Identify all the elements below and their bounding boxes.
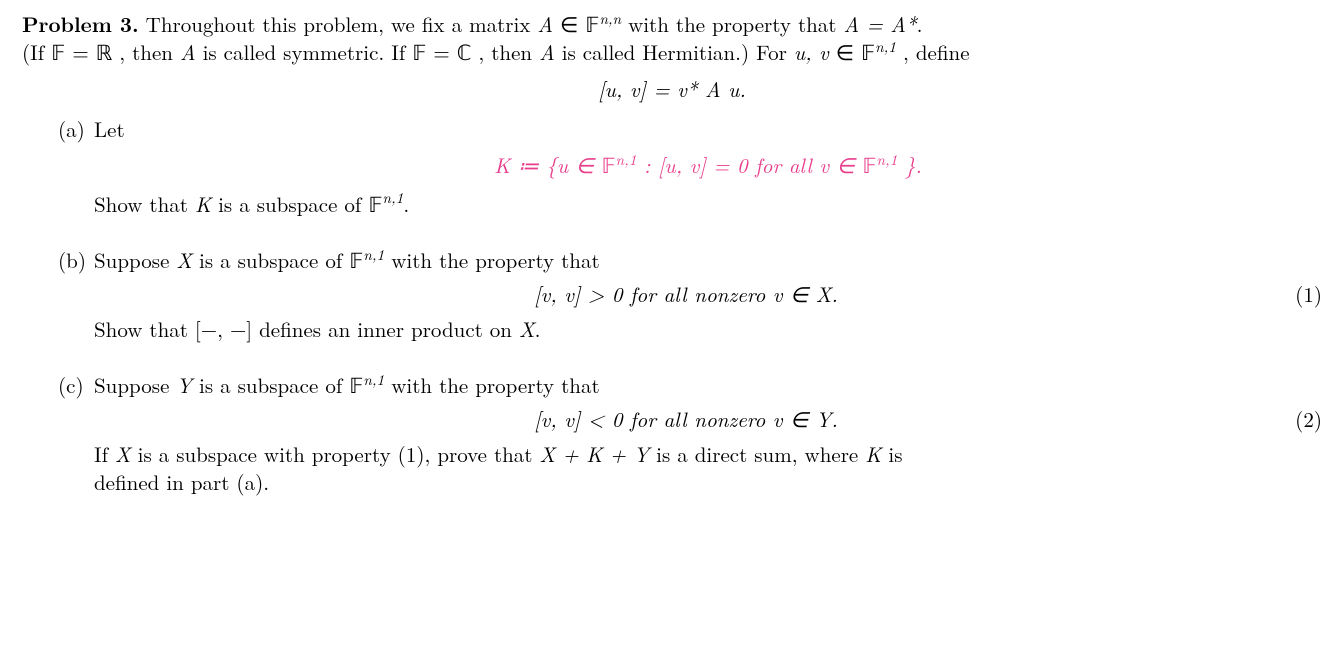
part-a-body: Let K {u n,1 : [u, v] = 0 for all v n,1 … [94, 115, 1322, 218]
matrix-A-2: A [180, 37, 196, 67]
equation-number-2: (2) [1278, 405, 1322, 433]
part-c: (c) Suppose Y is a subspace of n,1 with … [22, 371, 1322, 496]
parts-list: (a) Let K {u n,1 : [u, v] = 0 for all v … [22, 115, 1322, 496]
part-b-l1a: Suppose [94, 245, 176, 275]
part-c-l3: defined in part (a). [94, 467, 269, 497]
field-F-nn: n,n [585, 9, 621, 39]
part-b-label: (b) [22, 246, 94, 274]
field-F-1 [51, 37, 65, 67]
part-b-condition: [v, v] > 0 for all nonzero v X. (1) [94, 280, 1322, 308]
X-symbol-c: X [115, 439, 131, 469]
part-b-l2a: Show that [ [94, 314, 201, 344]
definition-formula: [u, v] = v* A u. [22, 75, 1322, 103]
field-R [96, 37, 113, 67]
part-b-l1c: with the property that [391, 245, 599, 275]
in-symbol [560, 9, 585, 39]
part-c-l2a: If [94, 439, 115, 469]
part-b-l2d: . [535, 314, 541, 344]
part-a: (a) Let K {u n,1 : [u, v] = 0 for all v … [22, 115, 1322, 218]
problem-intro: Problem 3. Throughout this problem, we f… [22, 10, 1322, 103]
part-c-l2c: is a direct sum, where [656, 439, 865, 469]
part-b-l1b: is a subspace of [199, 245, 349, 275]
sum-XKY: X + K + Y [539, 439, 649, 469]
part-b-l2b: , [217, 314, 230, 344]
part-c-l2d: is [888, 439, 902, 469]
K-symbol: K [195, 189, 211, 219]
part-b-l2c: ] defines an inner product on [246, 314, 519, 344]
equals-2: = [433, 37, 456, 67]
part-c-line1: Suppose Y is a subspace of n,1 with the … [94, 371, 1322, 399]
part-a-definition: K {u n,1 : [u, v] = 0 for all v n,1 }. [94, 151, 1322, 179]
part-b-eq: [v, v] > 0 for all nonzero v X. [94, 280, 1278, 308]
field-C [457, 37, 472, 67]
period-a: . [403, 189, 409, 219]
K-symbol-c: K [865, 439, 881, 469]
equation-number-1: (1) [1278, 280, 1322, 308]
part-c-body: Suppose Y is a subspace of n,1 with the … [94, 371, 1322, 496]
field-F-2 [412, 37, 426, 67]
intro-paragraph: Problem 3. Throughout this problem, we f… [22, 10, 1322, 67]
part-c-condition: [v, v] < 0 for all nonzero v Y. (2) [94, 405, 1322, 433]
problem-label: Problem 3. [22, 9, 139, 39]
part-c-eq: [v, v] < 0 for all nonzero v Y. [94, 405, 1278, 433]
part-a-conclude-a: Show that [94, 189, 195, 219]
period-1: . [917, 9, 923, 39]
part-c-l1b: is a subspace of [199, 370, 349, 400]
F-n1-c: n,1 [349, 370, 384, 400]
X-symbol-2: X [519, 314, 535, 344]
intro-text-2d: , then [478, 37, 539, 67]
part-b-line2: Show that [, ] defines an inner product … [94, 315, 1322, 343]
matrix-A-3: A [539, 37, 555, 67]
matrix-A: A [537, 9, 553, 39]
in-symbol-2 [836, 37, 861, 67]
intro-text-2a: (If [22, 37, 51, 67]
part-b-line1: Suppose X is a subspace of n,1 with the … [94, 246, 1322, 274]
part-a-lead: Let [94, 115, 1322, 143]
problem-page: Problem 3. Throughout this problem, we f… [0, 0, 1344, 496]
part-c-label: (c) [22, 371, 94, 399]
part-a-conclude-b: is a subspace of [218, 189, 368, 219]
intro-text-2b: , then [119, 37, 180, 67]
uv-names: u, v [794, 37, 829, 67]
intro-text-1a: Throughout this problem, we fix a matrix [146, 9, 538, 39]
intro-text-2c: is called symmetric. If [203, 37, 413, 67]
part-c-l1a: Suppose [94, 370, 176, 400]
A-eq-Astar: A = A* [843, 9, 916, 39]
equals-1: = [72, 37, 95, 67]
F-n1-a: n,1 [368, 189, 403, 219]
K-definition-highlight: K {u n,1 : [u, v] = 0 for all v n,1 }. [494, 150, 922, 180]
part-b-body: Suppose X is a subspace of n,1 with the … [94, 246, 1322, 343]
Y-symbol: Y [176, 370, 192, 400]
F-n1-b: n,1 [349, 245, 384, 275]
field-F-n1: n,1 [861, 37, 896, 67]
part-a-conclusion: Show that K is a subspace of n,1. [94, 190, 1322, 218]
part-a-label: (a) [22, 115, 94, 143]
intro-text-1b: with the property that [628, 9, 843, 39]
part-b: (b) Suppose X is a subspace of n,1 with … [22, 246, 1322, 343]
X-symbol: X [176, 245, 192, 275]
part-c-l1c: with the property that [391, 370, 599, 400]
part-c-line2: If X is a subspace with property (1), pr… [94, 440, 1322, 497]
intro-text-2f: , define [903, 37, 970, 67]
part-c-l2b: is a subspace with property (1), prove t… [138, 439, 540, 469]
intro-text-2e: is called Hermitian.) For [562, 37, 794, 67]
